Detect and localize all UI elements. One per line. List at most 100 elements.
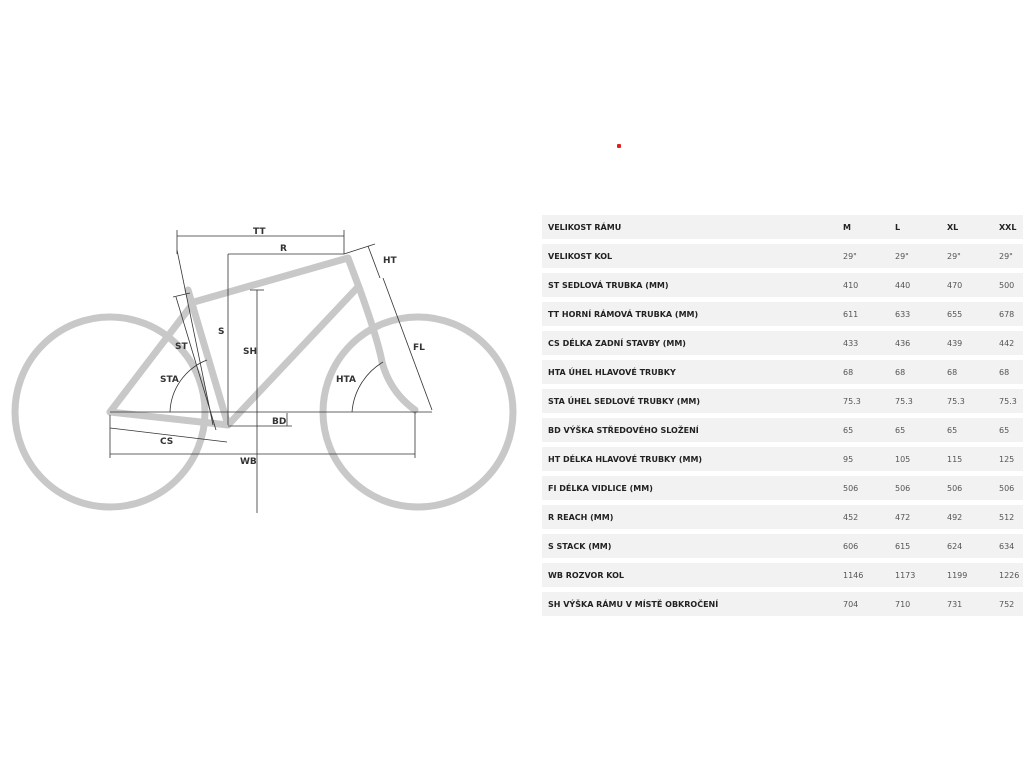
label-fl: FL xyxy=(413,343,425,353)
row-value: 436 xyxy=(895,331,947,355)
row-value: 440 xyxy=(895,273,947,297)
table-row: VELIKOST KOL 29" 29" 29" 29" xyxy=(542,244,1023,268)
table-row: CS DÉLKA ZADNÍ STAVBY (MM) 433 436 439 442 xyxy=(542,331,1023,355)
row-label: HTA ÚHEL HLAVOVÉ TRUBKY xyxy=(542,360,843,384)
row-label: S STACK (MM) xyxy=(542,534,843,558)
table-row: S STACK (MM) 606 615 624 634 xyxy=(542,534,1023,558)
table-row: WB ROZVOR KOL 1146 1173 1199 1226 xyxy=(542,563,1023,587)
row-value: 75.3 xyxy=(999,389,1023,413)
table-row: R REACH (MM) 452 472 492 512 xyxy=(542,505,1023,529)
row-label: WB ROZVOR KOL xyxy=(542,563,843,587)
down-tube xyxy=(224,284,361,429)
row-value: 678 xyxy=(999,302,1023,326)
row-value: 606 xyxy=(843,534,895,558)
row-value: 752 xyxy=(999,592,1023,616)
row-label: STA ÚHEL SEDLOVÉ TRUBKY (MM) xyxy=(542,389,843,413)
label-s: S xyxy=(218,327,224,337)
label-st: ST xyxy=(175,342,188,352)
row-value: 492 xyxy=(947,505,999,529)
label-tt: TT xyxy=(253,227,266,237)
head-tube xyxy=(344,254,364,294)
row-value: 29" xyxy=(947,244,999,268)
row-value: 1173 xyxy=(895,563,947,587)
table-row: SH VÝŠKA RÁMU V MÍSTĚ OBKROČENÍ 704 710 731… xyxy=(542,592,1023,616)
row-value: 65 xyxy=(843,418,895,442)
row-value: 633 xyxy=(895,302,947,326)
table-row: STA ÚHEL SEDLOVÉ TRUBKY (MM) 75.3 75.3 75.3… xyxy=(542,389,1023,413)
row-value: 115 xyxy=(947,447,999,471)
row-label: R REACH (MM) xyxy=(542,505,843,529)
header-size-m: M xyxy=(843,215,895,239)
table-row: ST SEDLOVÁ TRUBKA (MM) 410 440 470 500 xyxy=(542,273,1023,297)
label-sta: STA xyxy=(160,375,179,385)
row-value: 731 xyxy=(947,592,999,616)
header-size-xxl: XXL xyxy=(999,215,1023,239)
row-label: ST SEDLOVÁ TRUBKA (MM) xyxy=(542,273,843,297)
row-value: 710 xyxy=(895,592,947,616)
row-value: 68 xyxy=(895,360,947,384)
row-value: 1146 xyxy=(843,563,895,587)
row-value: 452 xyxy=(843,505,895,529)
row-value: 29" xyxy=(999,244,1023,268)
seatstay xyxy=(106,298,198,416)
header-label: VELIKOST RÁMU xyxy=(542,215,843,239)
row-value: 442 xyxy=(999,331,1023,355)
row-value: 506 xyxy=(895,476,947,500)
seat-tube xyxy=(184,286,232,429)
row-value: 433 xyxy=(843,331,895,355)
row-value: 470 xyxy=(947,273,999,297)
row-value: 506 xyxy=(947,476,999,500)
red-dot xyxy=(617,144,621,148)
row-value: 439 xyxy=(947,331,999,355)
table-row: BD VÝŠKA STŘEDOVÉHO SLOŽENÍ 65 65 65 65 xyxy=(542,418,1023,442)
row-value: 634 xyxy=(999,534,1023,558)
geometry-table: VELIKOST RÁMU M L XL XXL VELIKOST KOL 29"… xyxy=(542,210,1023,621)
row-value: 615 xyxy=(895,534,947,558)
row-value: 75.3 xyxy=(843,389,895,413)
row-value: 624 xyxy=(947,534,999,558)
bike-geometry-diagram: TT R HT FL S SH ST STA HTA BD CS WB xyxy=(11,227,517,513)
table-row: FI DÉLKA VIDLICE (MM) 506 506 506 506 xyxy=(542,476,1023,500)
row-value: 410 xyxy=(843,273,895,297)
label-bd: BD xyxy=(272,417,286,427)
row-value: 68 xyxy=(947,360,999,384)
row-value: 1199 xyxy=(947,563,999,587)
row-label: HT DÉLKA HLAVOVÉ TRUBKY (MM) xyxy=(542,447,843,471)
label-cs: CS xyxy=(160,437,173,447)
row-value: 611 xyxy=(843,302,895,326)
row-label: VELIKOST KOL xyxy=(542,244,843,268)
table-row: HTA ÚHEL HLAVOVÉ TRUBKY 68 68 68 68 xyxy=(542,360,1023,384)
row-value: 65 xyxy=(999,418,1023,442)
row-value: 95 xyxy=(843,447,895,471)
dimension-lines xyxy=(109,230,433,513)
row-value: 29" xyxy=(895,244,947,268)
fork xyxy=(356,286,419,414)
row-value: 506 xyxy=(999,476,1023,500)
label-hta: HTA xyxy=(336,375,356,385)
label-sh: SH xyxy=(243,347,257,357)
table-header-row: VELIKOST RÁMU M L XL XXL xyxy=(542,215,1023,239)
row-label: FI DÉLKA VIDLICE (MM) xyxy=(542,476,843,500)
label-wb: WB xyxy=(240,457,257,467)
row-value: 704 xyxy=(843,592,895,616)
label-r: R xyxy=(280,244,287,254)
row-value: 506 xyxy=(843,476,895,500)
frame xyxy=(106,254,419,429)
row-label: SH VÝŠKA RÁMU V MÍSTĚ OBKROČENÍ xyxy=(542,592,843,616)
row-label: BD VÝŠKA STŘEDOVÉHO SLOŽENÍ xyxy=(542,418,843,442)
row-value: 105 xyxy=(895,447,947,471)
row-value: 1226 xyxy=(999,563,1023,587)
row-value: 500 xyxy=(999,273,1023,297)
header-size-xl: XL xyxy=(947,215,999,239)
row-label: TT HORNÍ RÁMOVÁ TRUBKA (MM) xyxy=(542,302,843,326)
row-value: 125 xyxy=(999,447,1023,471)
row-value: 75.3 xyxy=(895,389,947,413)
row-value: 65 xyxy=(947,418,999,442)
row-value: 472 xyxy=(895,505,947,529)
row-value: 75.3 xyxy=(947,389,999,413)
row-value: 68 xyxy=(843,360,895,384)
row-value: 29" xyxy=(843,244,895,268)
row-value: 655 xyxy=(947,302,999,326)
table-row: HT DÉLKA HLAVOVÉ TRUBKY (MM) 95 105 115 125 xyxy=(542,447,1023,471)
chainstay xyxy=(106,408,232,429)
